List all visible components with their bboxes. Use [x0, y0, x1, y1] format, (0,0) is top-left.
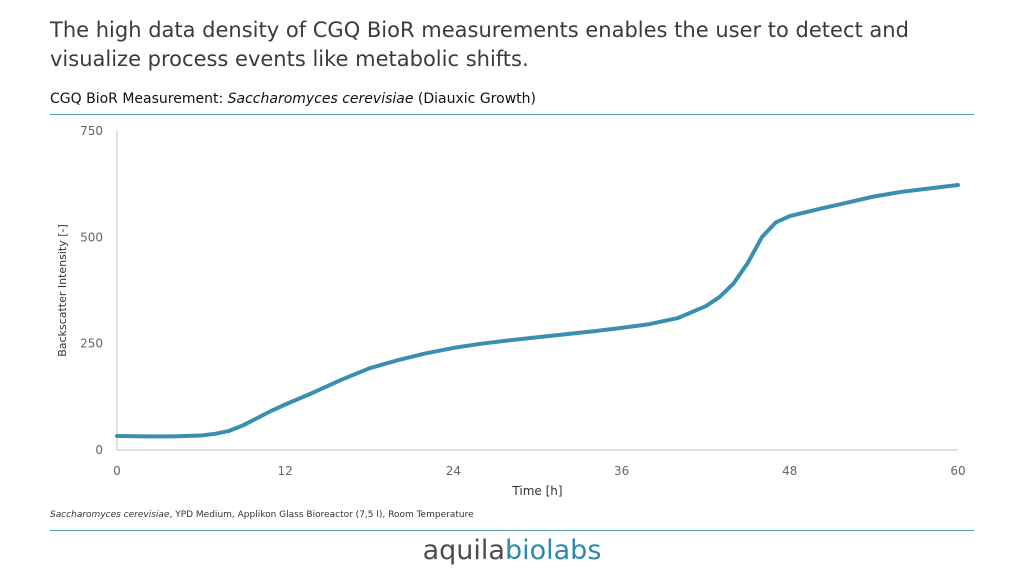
y-tick-label: 250 — [80, 337, 103, 351]
caption-organism: Saccharomyces cerevisiae — [50, 510, 170, 520]
company-logo: aquilabiolabs — [0, 533, 1024, 569]
y-tick-label: 0 — [95, 443, 103, 457]
x-tick-label: 0 — [113, 464, 121, 478]
y-axis-label: Backscatter Intensity [-] — [56, 224, 69, 357]
caption-details: , YPD Medium, Applikon Glass Bioreactor … — [169, 510, 474, 520]
chart-title-prefix: CGQ BioR Measurement: — [50, 91, 228, 107]
x-axis-label: Time [h] — [511, 484, 562, 498]
x-tick-label: 60 — [950, 464, 965, 478]
x-tick-label: 36 — [614, 464, 629, 478]
logo-part-2: biolabs — [504, 535, 602, 566]
chart-title-suffix: (Diauxic Growth) — [413, 91, 536, 107]
slide-headline: The high data density of CGQ BioR measur… — [50, 18, 909, 71]
chart-caption: Saccharomyces cerevisiae, YPD Medium, Ap… — [50, 510, 474, 520]
y-tick-labels: 0 250 500 750 — [80, 124, 103, 457]
chart-title-organism: Saccharomyces cerevisiae — [227, 91, 414, 107]
y-tick-label: 750 — [80, 124, 103, 138]
x-tick-label: 12 — [278, 464, 293, 478]
title-divider — [50, 114, 974, 115]
y-tick-label: 500 — [80, 230, 103, 244]
x-tick-labels: 0 12 24 36 48 60 — [113, 464, 965, 478]
footer-divider — [50, 530, 974, 531]
logo-part-1: aquila — [422, 535, 505, 566]
x-tick-label: 48 — [782, 464, 797, 478]
chart-title: CGQ BioR Measurement: Saccharomyces cere… — [50, 91, 536, 107]
series-line-backscatter — [115, 183, 960, 439]
x-tick-label: 24 — [446, 464, 461, 478]
